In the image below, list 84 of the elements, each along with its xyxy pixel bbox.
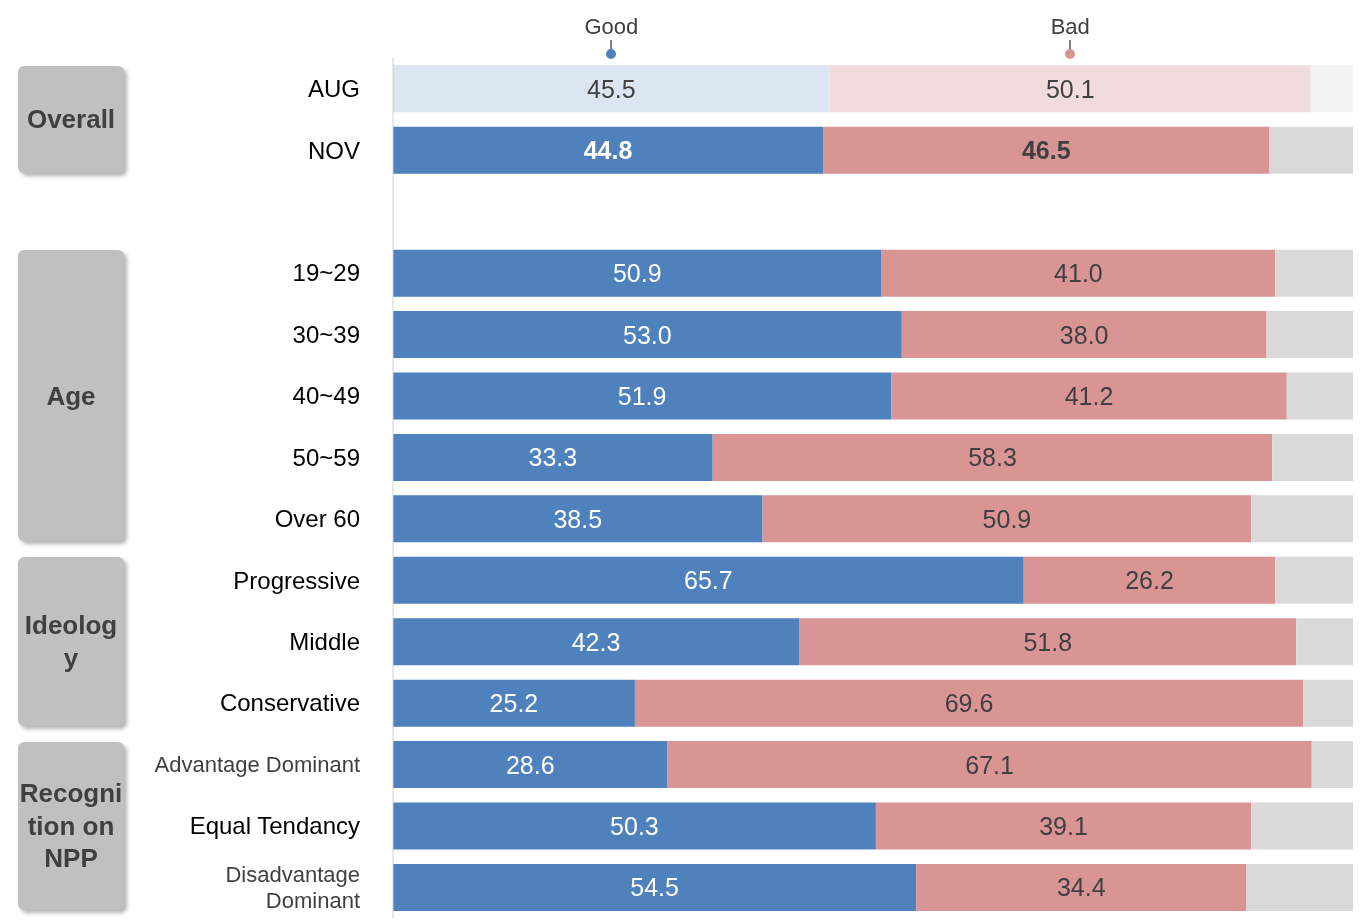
data-label: 25.2 xyxy=(489,689,539,718)
y-tick-label: 50~59 xyxy=(292,443,360,471)
text: Recognition on NPP xyxy=(18,777,124,875)
bar xyxy=(1275,556,1353,604)
data-label: 41.2 xyxy=(1064,382,1114,411)
data-label: 26.2 xyxy=(1125,566,1174,595)
data-label: 54.5 xyxy=(630,873,679,902)
bar xyxy=(712,433,1273,481)
bar xyxy=(393,433,713,481)
data-label: 51.8 xyxy=(1023,627,1073,656)
bar xyxy=(393,556,1024,604)
bar xyxy=(393,65,830,113)
y-tick-label: Middle xyxy=(289,627,360,655)
bar xyxy=(1275,249,1353,297)
bar xyxy=(393,311,902,359)
bar xyxy=(1286,372,1353,420)
data-label: 28.6 xyxy=(505,750,555,779)
bar xyxy=(1269,126,1353,174)
bar xyxy=(1266,311,1353,359)
data-label: 65.7 xyxy=(684,566,733,595)
series-label: Good xyxy=(583,14,640,40)
data-label: 34.4 xyxy=(1056,873,1106,902)
data-label: 67.1 xyxy=(965,750,1014,779)
data-label: 50.3 xyxy=(610,812,659,841)
text: Age xyxy=(46,379,96,413)
bar xyxy=(634,679,1304,727)
bar xyxy=(1310,65,1353,113)
text: Ideology xyxy=(23,609,119,675)
y-tick-label: Progressive xyxy=(233,566,360,594)
data-label: 50.9 xyxy=(982,504,1032,533)
bar xyxy=(1303,679,1353,727)
data-label: 50.9 xyxy=(612,259,662,288)
bar xyxy=(1272,433,1353,481)
data-label: 51.9 xyxy=(617,382,667,411)
bar xyxy=(393,741,668,789)
data-label: 38.5 xyxy=(553,504,603,533)
data-label: 45.5 xyxy=(587,74,636,103)
bar xyxy=(393,618,800,666)
bar xyxy=(1023,556,1276,604)
y-tick-label: Advantage Dominant xyxy=(154,752,360,778)
data-label: 46.5 xyxy=(1021,136,1071,165)
bar xyxy=(1311,741,1353,789)
y-tick-label: Equal Tendancy xyxy=(189,812,360,840)
bar xyxy=(393,126,824,174)
text: Overall xyxy=(26,103,116,136)
bar xyxy=(799,618,1297,666)
y-tick-label: 30~39 xyxy=(292,320,360,348)
bar xyxy=(881,249,1276,297)
bar xyxy=(1251,495,1353,543)
bar xyxy=(1246,863,1353,911)
bar xyxy=(875,802,1252,850)
data-label: 39.1 xyxy=(1039,812,1088,841)
data-label: 50.1 xyxy=(1045,74,1095,103)
data-label: 53.0 xyxy=(623,320,672,349)
bar xyxy=(823,126,1270,174)
y-tick-label: NOV xyxy=(307,136,360,164)
bar xyxy=(667,741,1312,789)
y-tick-label: Disadvantage Dominant xyxy=(225,861,360,914)
y-tick-label: Conservative xyxy=(219,689,360,717)
series-label: Bad xyxy=(1049,14,1091,40)
data-label: 58.3 xyxy=(968,443,1017,472)
bar xyxy=(393,802,876,850)
bar xyxy=(1296,618,1353,666)
bar xyxy=(393,679,635,727)
y-tick-label: 19~29 xyxy=(292,259,360,287)
data-label: 41.0 xyxy=(1054,259,1103,288)
bar xyxy=(1251,802,1353,850)
bar xyxy=(901,311,1267,359)
y-tick-label: Over 60 xyxy=(274,505,360,533)
bar xyxy=(916,863,1247,911)
bar xyxy=(393,495,763,543)
data-label: 69.6 xyxy=(944,689,994,718)
bar xyxy=(393,372,892,420)
data-label: 44.8 xyxy=(583,136,633,165)
data-label: 42.3 xyxy=(571,627,621,656)
y-tick-label: 40~49 xyxy=(292,382,360,410)
bar xyxy=(393,863,917,911)
bar xyxy=(829,65,1311,113)
bar xyxy=(762,495,1252,543)
bar xyxy=(891,372,1287,420)
y-tick-label: AUG xyxy=(307,75,360,103)
data-label: 33.3 xyxy=(528,443,578,472)
bar xyxy=(393,249,882,297)
data-label: 38.0 xyxy=(1059,320,1109,349)
